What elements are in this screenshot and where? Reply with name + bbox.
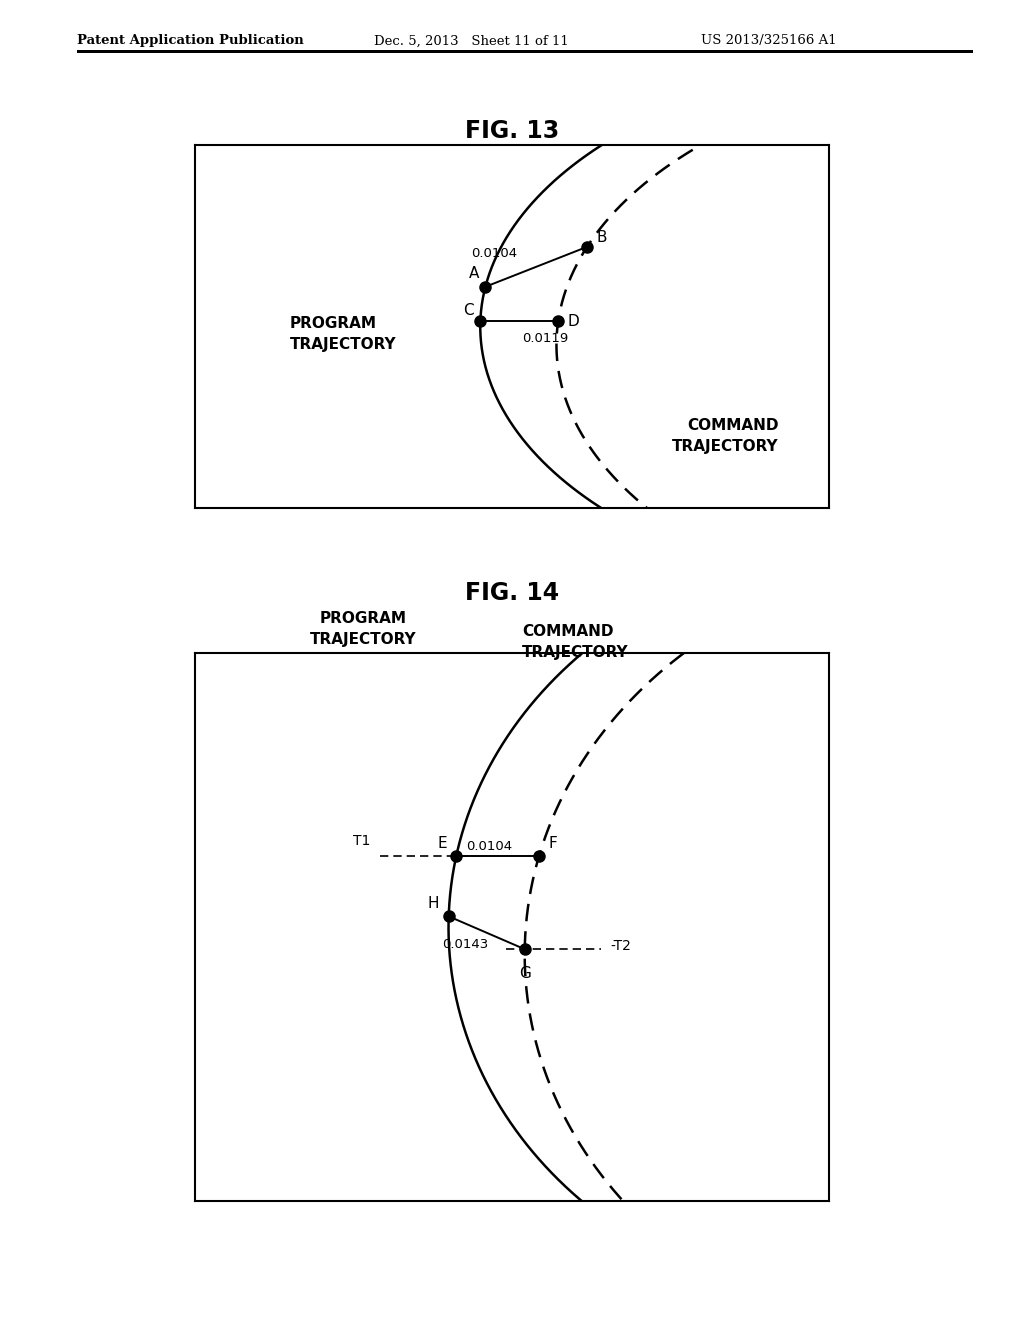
Text: 0.0119: 0.0119	[522, 333, 568, 345]
Text: B: B	[597, 230, 607, 246]
Text: COMMAND
TRAJECTORY: COMMAND TRAJECTORY	[672, 417, 778, 454]
Text: E: E	[437, 836, 446, 850]
Text: PROGRAM
TRAJECTORY: PROGRAM TRAJECTORY	[310, 611, 417, 647]
Text: 0.0143: 0.0143	[442, 939, 488, 952]
Text: FIG. 14: FIG. 14	[465, 581, 559, 605]
Text: F: F	[549, 836, 557, 850]
Text: G: G	[519, 966, 530, 981]
Text: T1: T1	[353, 834, 371, 847]
Text: US 2013/325166 A1: US 2013/325166 A1	[701, 34, 837, 48]
Text: Patent Application Publication: Patent Application Publication	[77, 34, 303, 48]
Text: 0.0104: 0.0104	[471, 247, 517, 260]
Text: -T2: -T2	[610, 940, 632, 953]
Text: C: C	[464, 302, 474, 318]
Text: A: A	[469, 267, 479, 281]
Text: Dec. 5, 2013   Sheet 11 of 11: Dec. 5, 2013 Sheet 11 of 11	[374, 34, 568, 48]
Text: H: H	[428, 896, 439, 911]
Text: FIG. 13: FIG. 13	[465, 119, 559, 143]
Text: D: D	[567, 314, 580, 329]
Text: COMMAND
TRAJECTORY: COMMAND TRAJECTORY	[522, 624, 629, 660]
Text: 0.0104: 0.0104	[466, 841, 512, 853]
Text: PROGRAM
TRAJECTORY: PROGRAM TRAJECTORY	[290, 315, 396, 352]
